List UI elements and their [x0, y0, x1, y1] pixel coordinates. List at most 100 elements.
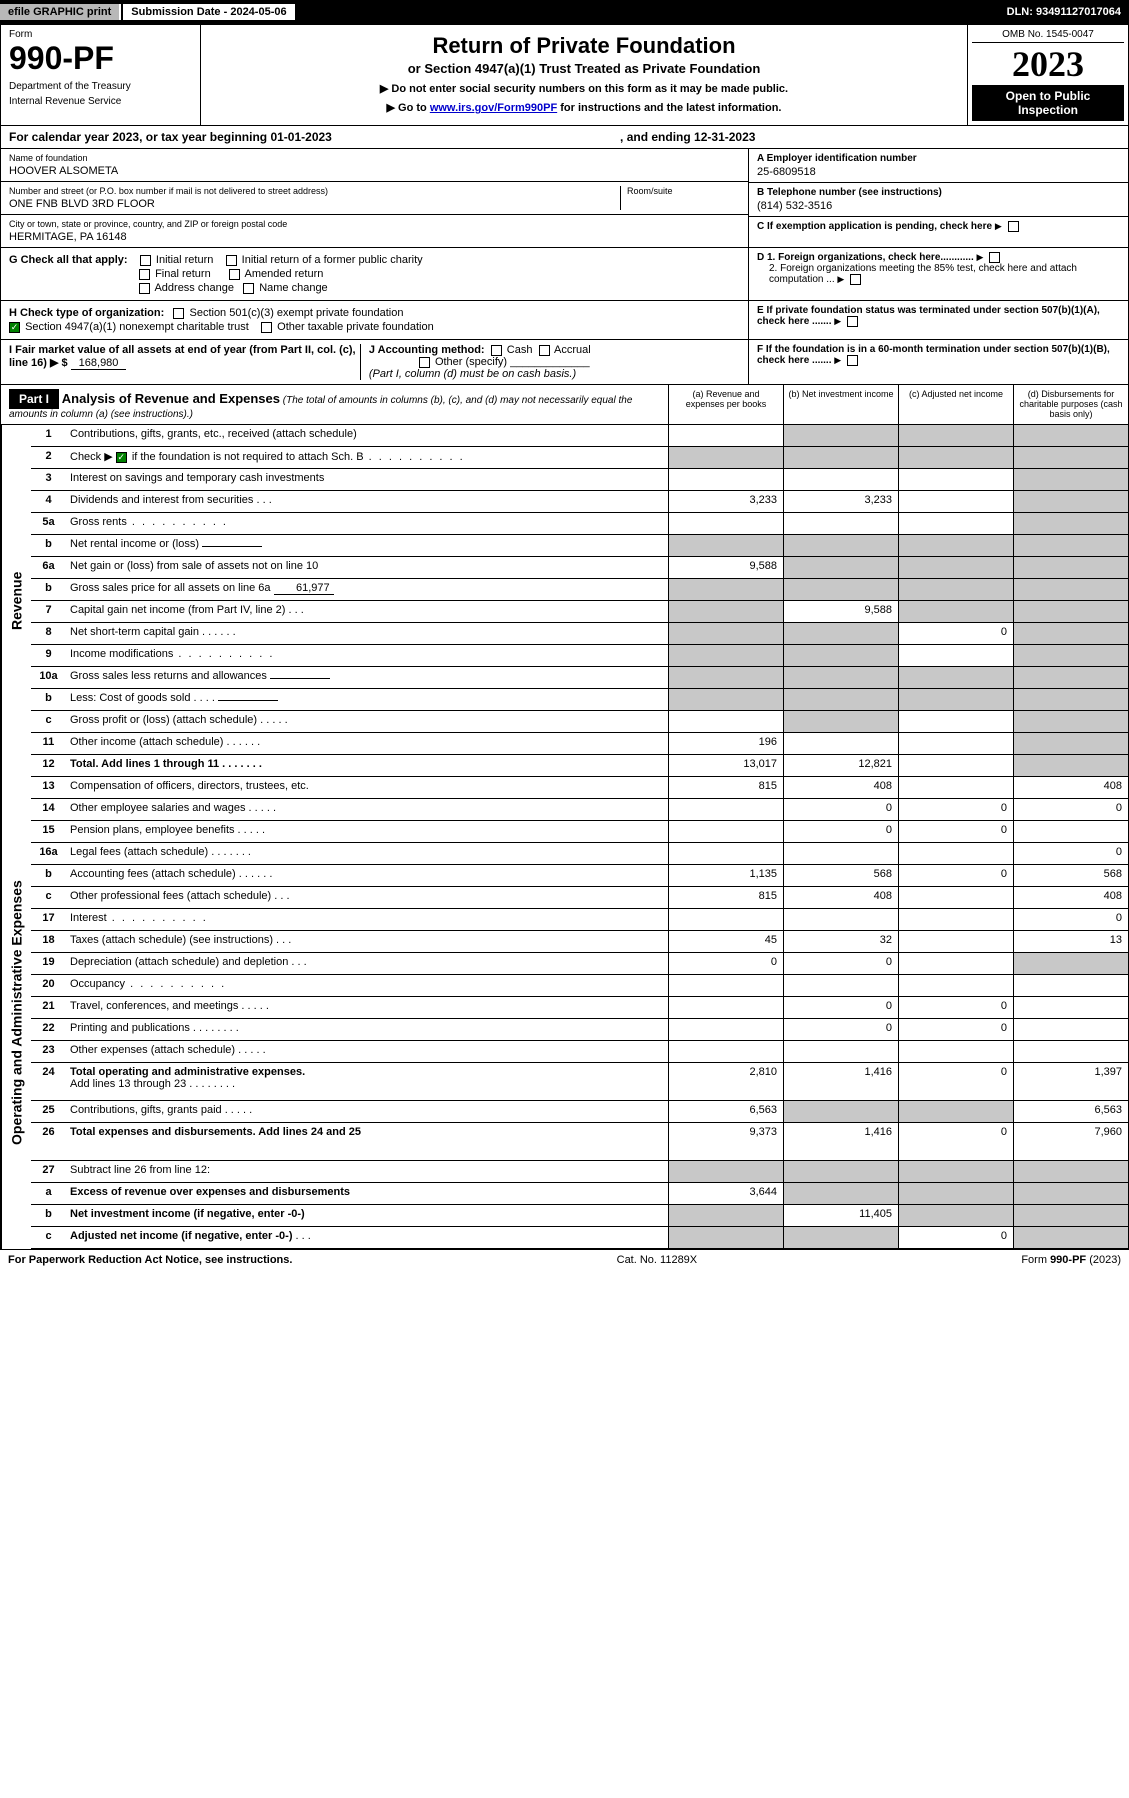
checkbox-c[interactable]: [1008, 221, 1019, 232]
checkbox-initial-former[interactable]: [226, 255, 237, 266]
foundation-name-cell: Name of foundation HOOVER ALSOMETA: [1, 149, 748, 182]
checkbox-f[interactable]: [847, 355, 858, 366]
checkbox-other-method[interactable]: [419, 357, 430, 368]
checkbox-4947[interactable]: [9, 322, 20, 333]
line-6b: bGross sales price for all assets on lin…: [31, 579, 1129, 601]
line-9: 9Income modifications: [31, 645, 1129, 667]
line-10a: 10aGross sales less returns and allowanc…: [31, 667, 1129, 689]
part1-header-row: Part I Analysis of Revenue and Expenses …: [0, 385, 1129, 425]
checkbox-schb[interactable]: [116, 452, 127, 463]
line-15: 15Pension plans, employee benefits . . .…: [31, 821, 1129, 843]
line-5a: 5aGross rents: [31, 513, 1129, 535]
address: ONE FNB BLVD 3RD FLOOR: [9, 198, 620, 210]
checkbox-accrual[interactable]: [539, 345, 550, 356]
line-27a: aExcess of revenue over expenses and dis…: [31, 1183, 1129, 1205]
line-22: 22Printing and publications . . . . . . …: [31, 1019, 1129, 1041]
page-footer: For Paperwork Reduction Act Notice, see …: [0, 1249, 1129, 1270]
footer-catno: Cat. No. 11289X: [617, 1254, 698, 1266]
exemption-pending-cell: C If exemption application is pending, c…: [749, 217, 1128, 236]
note-ssn: ▶ Do not enter social security numbers o…: [209, 82, 959, 95]
col-b-header: (b) Net investment income: [783, 385, 898, 424]
section-ij-row: I Fair market value of all assets at end…: [0, 340, 1129, 385]
line-27: 27Subtract line 26 from line 12:: [31, 1161, 1129, 1183]
open-public: Open to Public Inspection: [972, 85, 1124, 121]
city-state-zip: HERMITAGE, PA 16148: [9, 231, 740, 243]
line-14: 14Other employee salaries and wages . . …: [31, 799, 1129, 821]
line-21: 21Travel, conferences, and meetings . . …: [31, 997, 1129, 1019]
line-8: 8Net short-term capital gain . . . . . .…: [31, 623, 1129, 645]
checkbox-name-change[interactable]: [243, 283, 254, 294]
form-label: Form: [9, 29, 192, 40]
submission-date: Submission Date - 2024-05-06: [121, 2, 296, 22]
line-7: 7Capital gain net income (from Part IV, …: [31, 601, 1129, 623]
footer-paperwork: For Paperwork Reduction Act Notice, see …: [8, 1254, 292, 1266]
dept-treasury: Department of the Treasury: [9, 81, 192, 92]
checkbox-amended[interactable]: [229, 269, 240, 280]
topbar-spacer: [297, 10, 999, 14]
line-2: 2Check ▶ if the foundation is not requir…: [31, 447, 1129, 469]
info-grid: Name of foundation HOOVER ALSOMETA Numbe…: [0, 149, 1129, 248]
section-g-row: G Check all that apply: Initial return I…: [0, 248, 1129, 301]
col-a-header: (a) Revenue and expenses per books: [668, 385, 783, 424]
checkbox-final[interactable]: [139, 269, 150, 280]
line-26: 26Total expenses and disbursements. Add …: [31, 1123, 1129, 1161]
line-16a: 16aLegal fees (attach schedule) . . . . …: [31, 843, 1129, 865]
section-f: F If the foundation is in a 60-month ter…: [748, 340, 1128, 384]
line-11: 11Other income (attach schedule) . . . .…: [31, 733, 1129, 755]
expenses-section: Operating and Administrative Expenses 13…: [0, 777, 1129, 1249]
revenue-label: Revenue: [1, 425, 31, 777]
checkbox-initial[interactable]: [140, 255, 151, 266]
foundation-name: HOOVER ALSOMETA: [9, 165, 740, 177]
omb-number: OMB No. 1545-0047: [972, 29, 1124, 43]
expenses-label: Operating and Administrative Expenses: [1, 777, 31, 1249]
tax-year: 2023: [972, 43, 1124, 85]
checkbox-other-taxable[interactable]: [261, 322, 272, 333]
header-right: OMB No. 1545-0047 2023 Open to Public In…: [968, 25, 1128, 125]
irs-link[interactable]: www.irs.gov/Form990PF: [430, 102, 557, 114]
line-5b: bNet rental income or (loss): [31, 535, 1129, 557]
form-number: 990-PF: [9, 40, 192, 77]
section-d: D 1. Foreign organizations, check here..…: [748, 248, 1128, 300]
revenue-section: Revenue 1Contributions, gifts, grants, e…: [0, 425, 1129, 777]
line-10c: cGross profit or (loss) (attach schedule…: [31, 711, 1129, 733]
line-16c: cOther professional fees (attach schedul…: [31, 887, 1129, 909]
checkbox-cash[interactable]: [491, 345, 502, 356]
calendar-year-row: For calendar year 2023, or tax year begi…: [0, 126, 1129, 149]
address-cell: Number and street (or P.O. box number if…: [1, 182, 748, 215]
ein-value: 25-6809518: [757, 166, 1120, 178]
topbar: efile GRAPHIC print Submission Date - 20…: [0, 0, 1129, 24]
footer-form: Form 990-PF (2023): [1021, 1254, 1121, 1266]
fmv-value: 168,980: [71, 357, 127, 370]
line-6a: 6aNet gain or (loss) from sale of assets…: [31, 557, 1129, 579]
section-e: E If private foundation status was termi…: [748, 301, 1128, 339]
form-title: Return of Private Foundation: [209, 33, 959, 59]
line-23: 23Other expenses (attach schedule) . . .…: [31, 1041, 1129, 1063]
line-20: 20Occupancy: [31, 975, 1129, 997]
line-27b: bNet investment income (if negative, ent…: [31, 1205, 1129, 1227]
note-link: ▶ Go to www.irs.gov/Form990PF for instru…: [209, 101, 959, 114]
line-10b: bLess: Cost of goods sold . . . .: [31, 689, 1129, 711]
line-3: 3Interest on savings and temporary cash …: [31, 469, 1129, 491]
line-13: 13Compensation of officers, directors, t…: [31, 777, 1129, 799]
part1-title: Analysis of Revenue and Expenses: [62, 391, 280, 406]
line-18: 18Taxes (attach schedule) (see instructi…: [31, 931, 1129, 953]
checkbox-e[interactable]: [847, 316, 858, 327]
checkbox-addr-change[interactable]: [139, 283, 150, 294]
efile-label: efile GRAPHIC print: [0, 4, 121, 20]
line-19: 19Depreciation (attach schedule) and dep…: [31, 953, 1129, 975]
header-center: Return of Private Foundation or Section …: [201, 25, 968, 125]
line-16b: bAccounting fees (attach schedule) . . .…: [31, 865, 1129, 887]
form-subtitle: or Section 4947(a)(1) Trust Treated as P…: [209, 61, 959, 76]
line-1: 1Contributions, gifts, grants, etc., rec…: [31, 425, 1129, 447]
checkbox-501c3[interactable]: [173, 308, 184, 319]
dept-irs: Internal Revenue Service: [9, 96, 192, 107]
ein-cell: A Employer identification number 25-6809…: [749, 149, 1128, 183]
checkbox-d2[interactable]: [850, 274, 861, 285]
line-12: 12Total. Add lines 1 through 11 . . . . …: [31, 755, 1129, 777]
col-d-header: (d) Disbursements for charitable purpose…: [1013, 385, 1128, 424]
header-left: Form 990-PF Department of the Treasury I…: [1, 25, 201, 125]
dln: DLN: 93491127017064: [999, 4, 1129, 20]
line-17: 17Interest0: [31, 909, 1129, 931]
part1-label: Part I: [9, 389, 59, 409]
checkbox-d1[interactable]: [989, 252, 1000, 263]
